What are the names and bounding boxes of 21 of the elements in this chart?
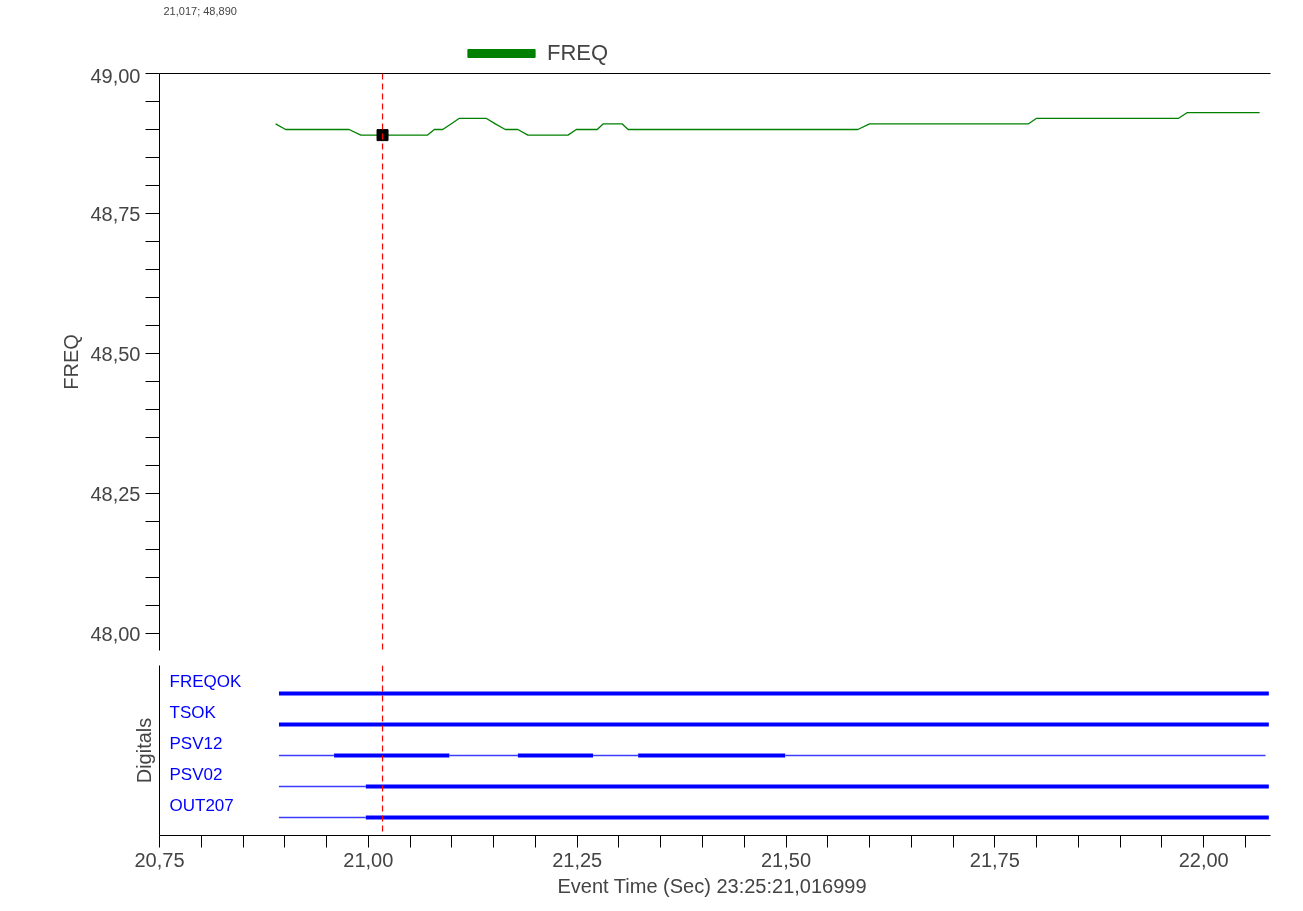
legend-label: FREQ bbox=[547, 40, 609, 66]
y-axis-title: FREQ bbox=[60, 334, 83, 390]
x-tick-label: 21,25 bbox=[552, 848, 603, 871]
x-tick-label: 21,00 bbox=[343, 848, 394, 871]
x-tick-label: 20,75 bbox=[134, 848, 185, 871]
category-label: FREQOK bbox=[169, 672, 242, 692]
category-label: TSOK bbox=[169, 703, 216, 723]
y-tick-label: 48,25 bbox=[90, 482, 141, 505]
x-tick-label: 21,75 bbox=[969, 848, 1020, 871]
text: 21,017; 48,890 bbox=[163, 4, 237, 17]
category-label: PSV02 bbox=[169, 765, 223, 785]
x-tick-label: 22,00 bbox=[1178, 848, 1229, 871]
y-tick-label: 48,00 bbox=[90, 622, 141, 645]
x-axis-title: Event Time (Sec) 23:25:21,016999 bbox=[557, 874, 867, 897]
category-label: OUT207 bbox=[169, 796, 234, 816]
category-label: PSV12 bbox=[169, 734, 223, 754]
y-tick-label: 49,00 bbox=[90, 64, 141, 87]
x-tick-label: 21,50 bbox=[760, 848, 812, 871]
y-tick-label: 48,50 bbox=[90, 342, 141, 365]
y-axis-title: Digitals bbox=[132, 717, 155, 784]
y-tick-label: 48,75 bbox=[90, 202, 141, 225]
